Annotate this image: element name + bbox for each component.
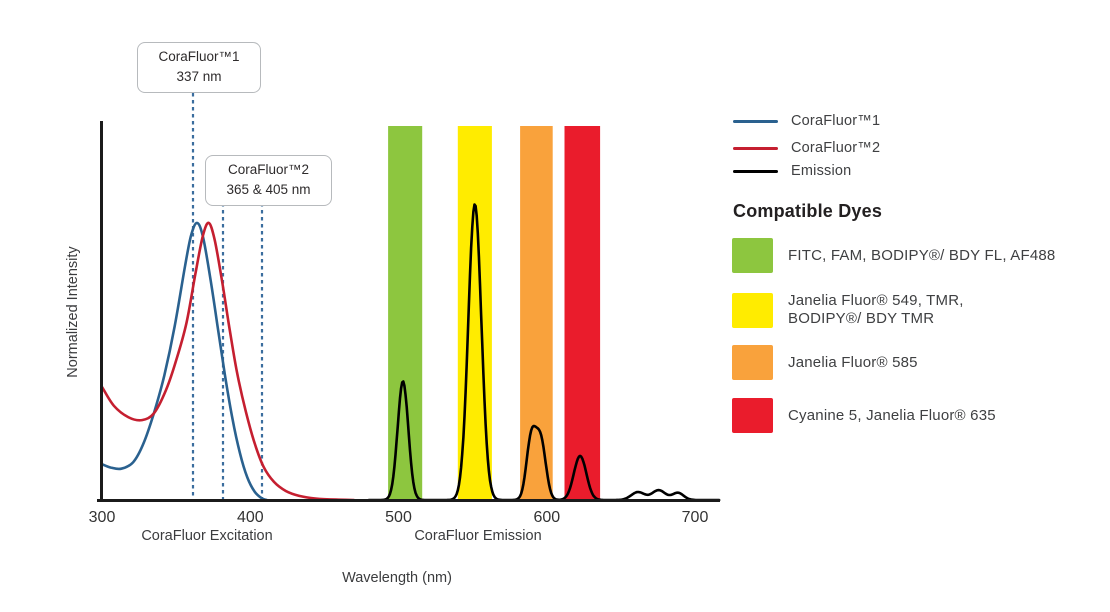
callout-corafluor2-excitation: CoraFluor™2 365 & 405 nm: [205, 155, 332, 206]
dye-color-swatch: [732, 292, 773, 328]
filter-band-orange-band: [520, 126, 553, 500]
x-tick-label: 700: [682, 509, 709, 526]
dye-color-swatch: [732, 238, 773, 273]
dye-label: Janelia Fluor® 585: [788, 353, 918, 371]
filter-band-red-band: [564, 126, 601, 500]
x-tick-label: 400: [237, 509, 264, 526]
dye-color-swatch: [732, 345, 773, 380]
callout-value: 365 & 405 nm: [226, 182, 311, 198]
legend-item-label: Emission: [791, 163, 852, 179]
dye-label: Cyanine 5, Janelia Fluor® 635: [788, 406, 996, 424]
legend-item-label: CoraFluor™2: [791, 140, 881, 156]
x-tick-label: 600: [533, 509, 560, 526]
legend-item-1: CoraFluor™1: [733, 113, 880, 129]
x-tick-label: 300: [89, 509, 116, 526]
filter-band-green-band: [388, 126, 423, 500]
dye-row-1: FITC, FAM, BODIPY®/ BDY FL, AF488: [732, 238, 1055, 273]
dye-row-4: Cyanine 5, Janelia Fluor® 635: [732, 398, 996, 433]
callout-title: CoraFluor™1: [158, 49, 240, 64]
x-tick-label: 500: [385, 509, 412, 526]
legend-item-3: Emission: [733, 163, 851, 179]
y-axis-label: Normalized Intensity: [65, 246, 81, 378]
series-excitation-1: [100, 221, 268, 502]
dye-label: FITC, FAM, BODIPY®/ BDY FL, AF488: [788, 246, 1056, 264]
dye-row-3: Janelia Fluor® 585: [732, 345, 918, 380]
legend-line-swatch: [733, 169, 778, 173]
dye-color-swatch: [732, 398, 773, 433]
x-axis-section-label-excitation: CoraFluor Excitation: [141, 528, 273, 544]
dye-label: Janelia Fluor® 549, TMR, BODIPY®/ BDY TM…: [788, 292, 964, 327]
callout-title: CoraFluor™2: [227, 162, 310, 177]
callout-corafluor1-excitation: CoraFluor™1 337 nm: [137, 42, 261, 93]
compatible-dyes-heading: Compatible Dyes: [733, 201, 883, 221]
legend-line-swatch: [733, 119, 778, 123]
legend-item-label: CoraFluor™1: [791, 113, 881, 129]
legend-item-2: CoraFluor™2: [733, 140, 880, 156]
legend-line-swatch: [733, 146, 778, 150]
callout-value: 337 nm: [176, 69, 222, 85]
dye-row-2: Janelia Fluor® 549, TMR, BODIPY®/ BDY TM…: [732, 292, 964, 328]
x-axis-label: Wavelength (nm): [342, 570, 452, 586]
x-axis-section-label-emission: CoraFluor Emission: [414, 528, 542, 544]
series-excitation-2: [100, 221, 356, 502]
